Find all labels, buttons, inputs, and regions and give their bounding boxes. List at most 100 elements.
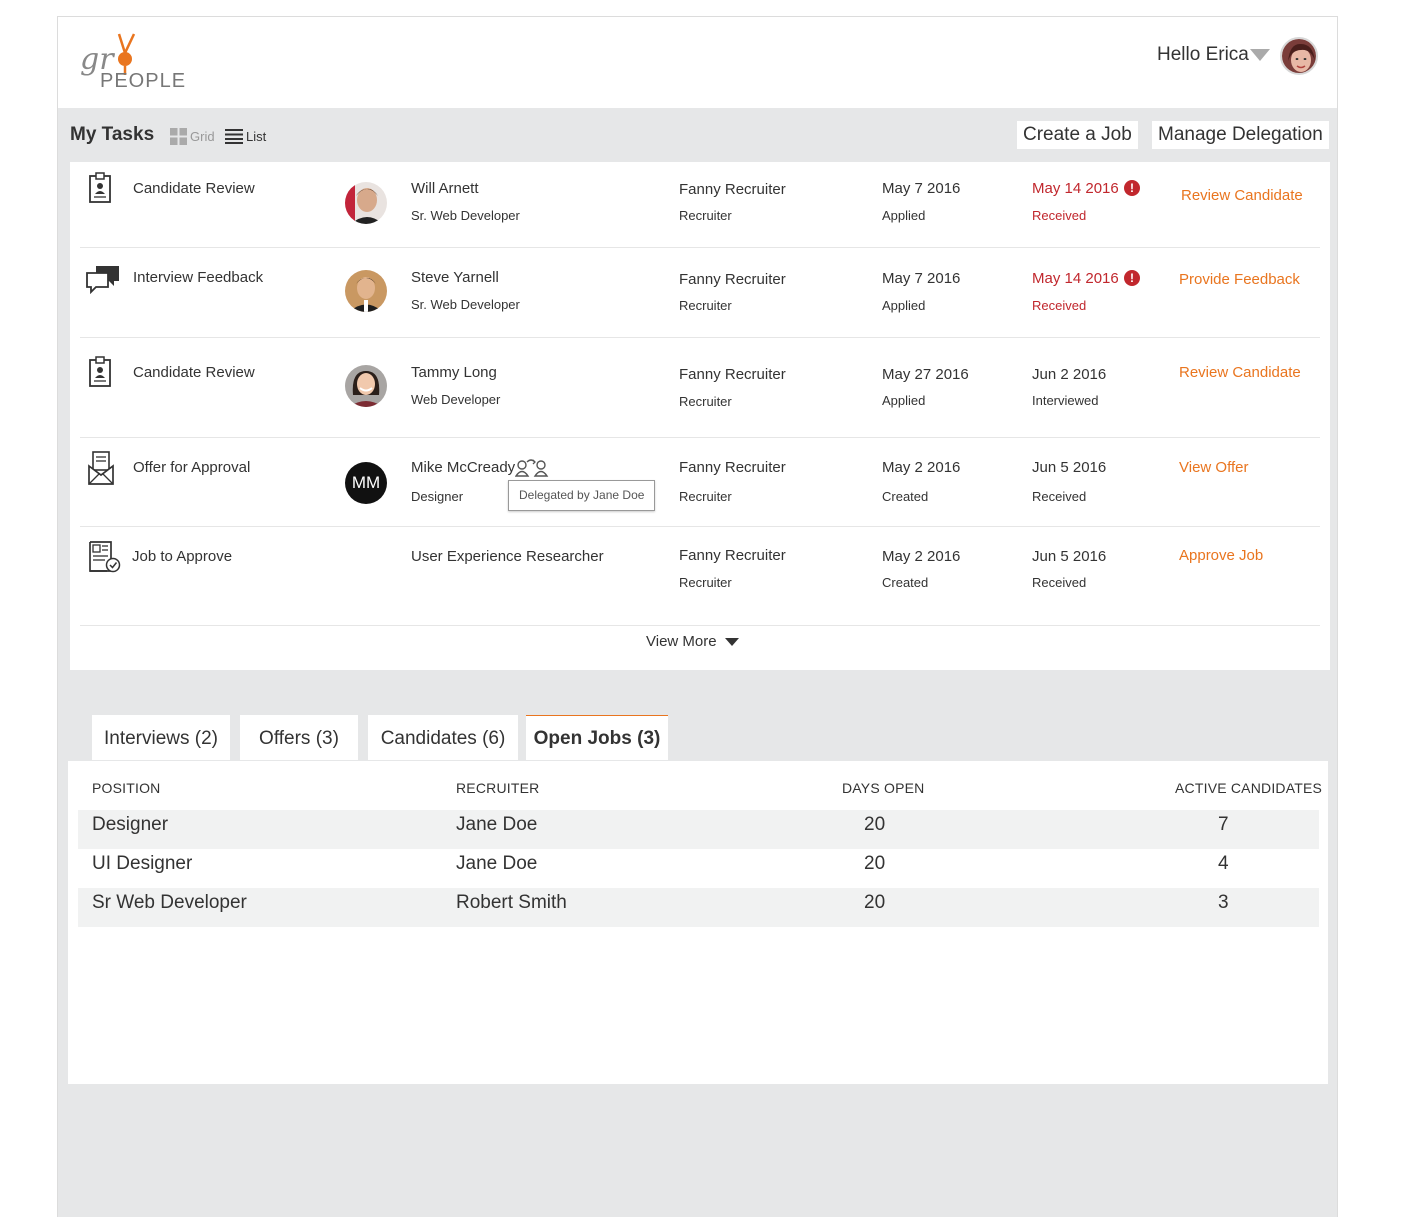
days-open-cell: 20	[864, 892, 886, 913]
task-row[interactable]: Offer for Approval MM Mike McCready Desi…	[80, 438, 1320, 527]
task-date-label: Applied	[882, 298, 926, 313]
task-row[interactable]: Job to Approve User Experience Researche…	[80, 527, 1320, 626]
tab-open-jobs[interactable]: Open Jobs (3)	[526, 715, 668, 760]
clipboard-icon	[89, 172, 111, 203]
candidate-role: Designer	[411, 489, 464, 504]
due-date: May 14 2016	[1032, 270, 1119, 287]
due-date-label: Received	[1032, 489, 1087, 504]
manage-delegation-button[interactable]: Manage Delegation	[1152, 121, 1329, 149]
position-cell: Designer	[92, 814, 169, 835]
provide-feedback-link[interactable]: Provide Feedback	[1179, 271, 1300, 288]
candidate-avatar[interactable]	[345, 365, 387, 407]
svg-text:PEOPLE: PEOPLE	[100, 70, 186, 92]
active-candidates-cell: 4	[1218, 853, 1229, 874]
task-type: Offer for Approval	[133, 459, 251, 476]
table-row[interactable]: Designer Jane Doe 20 7	[78, 810, 1319, 849]
tasks-list: Candidate Review Will Arnett Sr. Web Dev…	[70, 162, 1330, 670]
column-header-position[interactable]: POSITION	[92, 780, 161, 796]
candidate-name[interactable]: Steve Yarnell	[411, 269, 499, 286]
grid-view-toggle[interactable]: Grid	[170, 128, 215, 145]
tasks-toolbar: My Tasks Grid List Create a Job Manage D…	[58, 108, 1337, 162]
due-date-label: Interviewed	[1032, 393, 1099, 408]
logo[interactable]: gr PEOPLE	[78, 31, 188, 93]
candidate-role: Sr. Web Developer	[411, 208, 520, 223]
task-date: May 7 2016	[882, 180, 961, 197]
task-date-label: Applied	[882, 393, 926, 408]
list-icon	[225, 129, 243, 144]
recruiter-role: Recruiter	[679, 298, 732, 313]
candidate-initials-avatar[interactable]: MM	[345, 462, 387, 504]
candidate-avatar[interactable]	[345, 182, 387, 224]
task-date: May 7 2016	[882, 270, 961, 287]
recruiter-name: Fanny Recruiter	[679, 181, 786, 198]
approve-job-link[interactable]: Approve Job	[1179, 547, 1264, 564]
recruiter-role: Recruiter	[679, 489, 732, 504]
candidate-avatar[interactable]	[345, 270, 387, 312]
header: gr PEOPLE Hello Erica	[58, 17, 1337, 108]
task-row[interactable]: Interview Feedback Steve Yarnell Sr. Web…	[80, 248, 1320, 338]
user-menu-caret-icon[interactable]	[1250, 49, 1270, 61]
task-date: May 27 2016	[882, 366, 969, 383]
tab-candidates[interactable]: Candidates (6)	[368, 715, 518, 760]
due-date: May 14 2016	[1032, 180, 1119, 197]
view-offer-link[interactable]: View Offer	[1179, 459, 1249, 476]
days-open-cell: 20	[864, 814, 886, 835]
column-header-recruiter[interactable]: RECRUITER	[456, 780, 540, 796]
grid-icon	[170, 128, 187, 145]
candidate-name[interactable]: Mike McCready	[411, 459, 516, 476]
chevron-down-icon	[724, 637, 739, 646]
recruiter-cell: Jane Doe	[456, 814, 538, 835]
recruiter-name: Fanny Recruiter	[679, 547, 786, 564]
candidate-role: Sr. Web Developer	[411, 297, 520, 312]
recruiter-role: Recruiter	[679, 208, 732, 223]
clipboard-icon	[89, 356, 111, 387]
task-row[interactable]: Candidate Review Will Arnett Sr. Web Dev…	[80, 162, 1320, 248]
view-more-label: View More	[646, 633, 717, 650]
alert-icon: !	[1124, 180, 1140, 196]
job-title[interactable]: User Experience Researcher	[411, 548, 604, 565]
job-approve-icon	[89, 541, 121, 573]
due-date-label: Received	[1032, 298, 1087, 313]
recruiter-role: Recruiter	[679, 575, 732, 590]
days-open-cell: 20	[864, 853, 886, 874]
review-candidate-link[interactable]: Review Candidate	[1179, 364, 1301, 381]
column-header-active-candidates[interactable]: ACTIVE CANDIDATES	[1175, 780, 1323, 796]
page-title: My Tasks	[70, 124, 155, 145]
due-date-label: Received	[1032, 208, 1087, 223]
list-view-toggle[interactable]: List	[225, 128, 266, 144]
create-job-button[interactable]: Create a Job	[1017, 121, 1138, 149]
due-date: Jun 5 2016	[1032, 459, 1107, 476]
review-candidate-link[interactable]: Review Candidate	[1181, 187, 1303, 204]
recruiter-name: Fanny Recruiter	[679, 366, 786, 383]
due-date: Jun 5 2016	[1032, 548, 1107, 565]
tab-offers[interactable]: Offers (3)	[240, 715, 358, 760]
recruiter-role: Recruiter	[679, 394, 732, 409]
task-row[interactable]: Candidate Review Tammy Long Web Develope…	[80, 338, 1320, 438]
due-date-label: Received	[1032, 575, 1087, 590]
task-date-label: Applied	[882, 208, 926, 223]
view-more-button[interactable]: View More	[646, 633, 739, 650]
app-frame: gr PEOPLE Hello Erica My Tasks	[57, 16, 1338, 1217]
table-row[interactable]: Sr Web Developer Robert Smith 20 3	[78, 888, 1319, 927]
candidate-name[interactable]: Will Arnett	[411, 180, 479, 197]
list-label: List	[246, 128, 267, 144]
table-row[interactable]: UI Designer Jane Doe 20 4	[78, 849, 1319, 888]
task-type: Candidate Review	[133, 364, 255, 381]
position-cell: UI Designer	[92, 853, 193, 874]
recruiter-name: Fanny Recruiter	[679, 271, 786, 288]
envelope-icon	[88, 451, 114, 485]
chat-icon	[86, 266, 119, 294]
delegated-icon[interactable]	[515, 459, 551, 477]
user-avatar[interactable]	[1280, 37, 1318, 75]
user-greeting[interactable]: Hello Erica	[1157, 44, 1249, 65]
recruiter-cell: Jane Doe	[456, 853, 538, 874]
candidate-name[interactable]: Tammy Long	[411, 364, 497, 381]
open-jobs-table: POSITION RECRUITER DAYS OPEN ACTIVE CAND…	[68, 761, 1328, 1084]
column-header-days-open[interactable]: DAYS OPEN	[842, 780, 925, 796]
recruiter-cell: Robert Smith	[456, 892, 567, 913]
task-date: May 2 2016	[882, 459, 961, 476]
tab-interviews[interactable]: Interviews (2)	[92, 715, 230, 760]
recruiter-name: Fanny Recruiter	[679, 459, 786, 476]
position-cell: Sr Web Developer	[92, 892, 247, 913]
candidate-role: Web Developer	[411, 392, 501, 407]
